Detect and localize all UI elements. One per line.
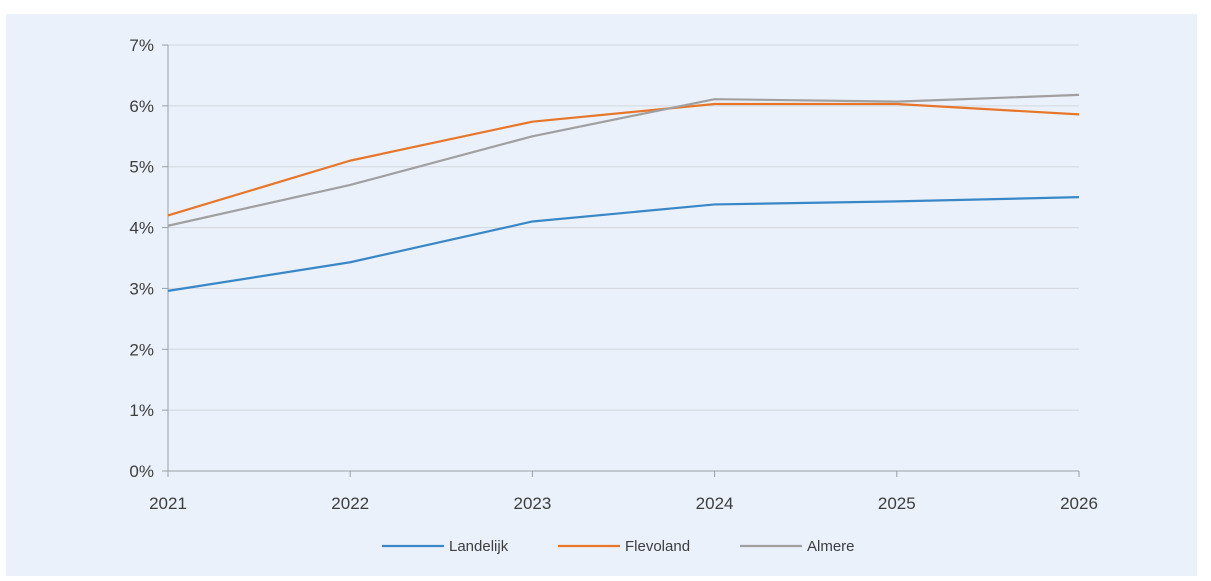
- y-tick-label: 7%: [129, 36, 154, 55]
- legend-label: Almere: [807, 538, 855, 555]
- gridlines: [168, 44, 1079, 411]
- y-tick-label: 1%: [129, 401, 154, 420]
- x-tick-label: 2021: [149, 494, 187, 513]
- legend: Landelijk Flevoland Almere: [382, 538, 855, 555]
- x-tick-label: 2025: [878, 494, 916, 513]
- y-tick-label: 5%: [129, 158, 154, 177]
- y-tick-label: 4%: [129, 219, 154, 238]
- series-lines: [167, 93, 1080, 292]
- chart-area: 0% 1% 2% 3% 4% 5% 6% 7% 2021 2022 2023 2024 2025 202…: [6, 14, 1197, 576]
- legend-label: Flevoland: [625, 538, 690, 555]
- x-tick-label: 2026: [1060, 494, 1098, 513]
- legend-label: Landelijk: [449, 538, 509, 555]
- y-tick-label: 0%: [129, 462, 154, 481]
- x-tick-label: 2022: [331, 494, 369, 513]
- x-axis-ticks: 2021 2022 2023 2024 2025 2026: [149, 471, 1098, 513]
- line-chart: 0%1%2%3%4%5%6%7% 2021 2022 2023 2024 2025 202…: [129, 36, 1098, 555]
- x-tick-label: 2023: [513, 494, 551, 513]
- x-tick-label: 2024: [696, 494, 734, 513]
- axes: [167, 45, 1079, 472]
- y-tick-label: 6%: [129, 97, 154, 116]
- y-axis-ticks: 0% 1% 2% 3% 4% 5% 6% 7%: [129, 36, 168, 481]
- series-line-landelijk: [167, 196, 1080, 292]
- y-tick-label: 3%: [129, 279, 154, 298]
- series-line-flevoland: [167, 102, 1080, 217]
- y-tick-label: 2%: [129, 340, 154, 359]
- series-line-almere: [167, 93, 1080, 227]
